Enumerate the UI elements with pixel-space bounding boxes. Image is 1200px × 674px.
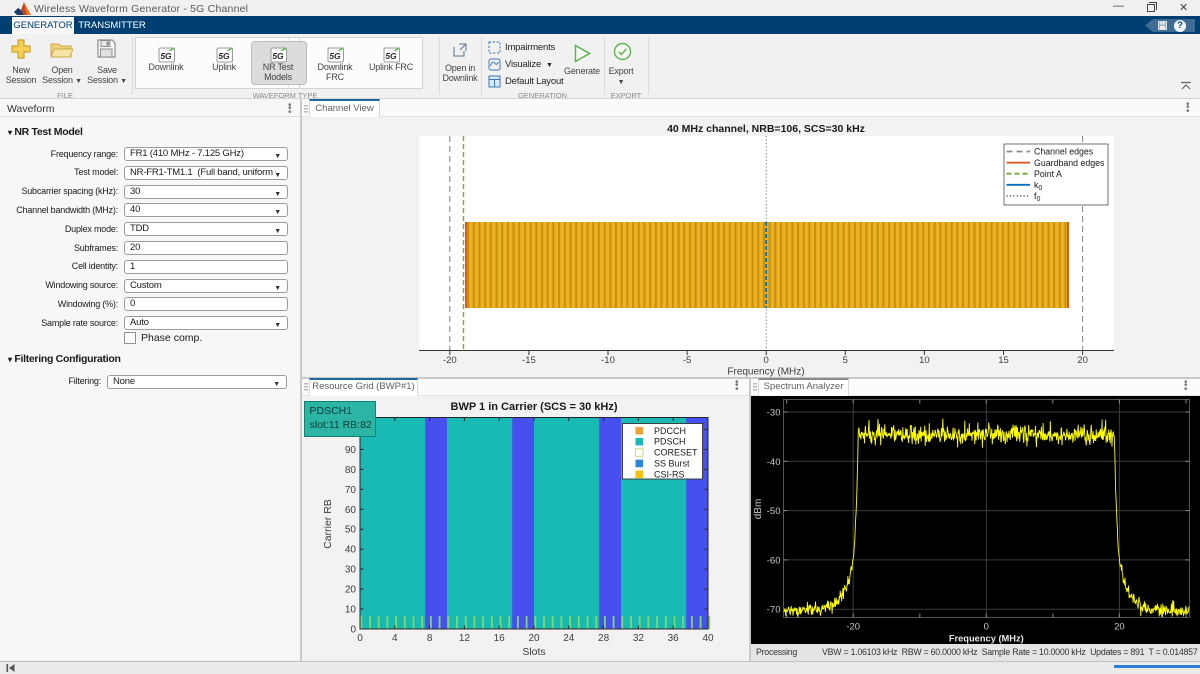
svg-text:20: 20 [528,633,540,644]
svg-text:SS Burst: SS Burst [654,458,690,468]
svg-text:-70: -70 [767,604,781,615]
svg-text:Guardband edges: Guardband edges [1034,158,1105,168]
svg-text:5G: 5G [160,51,172,61]
svg-text:k0: k0 [1034,180,1042,192]
svg-text:40: 40 [345,544,357,555]
svg-text:24: 24 [563,633,575,644]
svg-text:40 MHz channel, NRB=106, SCS=3: 40 MHz channel, NRB=106, SCS=30 kHz [667,123,865,135]
svg-text:BWP 1 in Carrier (SCS = 30 kHz: BWP 1 in Carrier (SCS = 30 kHz) [451,401,618,413]
svg-text:90: 90 [345,444,357,455]
svg-text:0: 0 [764,355,769,366]
svg-text:dBm: dBm [753,498,764,519]
svg-text:-20: -20 [846,621,860,632]
svg-text:-15: -15 [522,355,536,366]
svg-text:80: 80 [345,464,357,475]
svg-text:CSI-RS: CSI-RS [654,469,685,479]
svg-text:20: 20 [345,584,357,595]
svg-text:10: 10 [919,355,930,366]
svg-text:-60: -60 [767,555,781,566]
svg-text:-40: -40 [767,456,781,467]
svg-text:f0: f0 [1034,191,1040,203]
svg-text:PDCCH: PDCCH [654,425,686,435]
svg-text:50: 50 [345,524,357,535]
svg-text:-20: -20 [443,355,457,366]
svg-text:5G: 5G [218,51,230,61]
svg-text:5G: 5G [329,51,341,61]
svg-text:40: 40 [702,633,714,644]
svg-text:Carrier RB: Carrier RB [322,499,334,549]
svg-text:30: 30 [345,564,357,575]
svg-text:4: 4 [392,633,398,644]
svg-text:12: 12 [459,633,471,644]
svg-text:-5: -5 [683,355,691,366]
svg-text:8: 8 [427,633,433,644]
svg-text:16: 16 [494,633,506,644]
svg-text:0: 0 [350,624,356,635]
svg-text:36: 36 [668,633,680,644]
svg-text:28: 28 [598,633,610,644]
svg-text:5G: 5G [272,51,284,61]
svg-text:32: 32 [633,633,645,644]
svg-text:5G: 5G [385,51,397,61]
svg-text:20: 20 [1114,621,1125,632]
svg-text:20: 20 [1077,355,1088,366]
svg-text:0: 0 [984,621,989,632]
svg-text:-10: -10 [601,355,615,366]
svg-text:-30: -30 [767,407,781,418]
svg-text:Channel edges: Channel edges [1034,147,1094,157]
svg-text:PDSCH: PDSCH [654,436,686,446]
svg-text:5: 5 [843,355,848,366]
svg-text:Point A: Point A [1034,169,1062,179]
svg-text:Slots: Slots [522,646,545,658]
svg-text:Frequency (MHz): Frequency (MHz) [727,367,804,378]
svg-text:Frequency (MHz): Frequency (MHz) [949,633,1024,643]
svg-text:0: 0 [357,633,363,644]
svg-text:-50: -50 [767,506,781,517]
svg-text:CORESET: CORESET [654,447,698,457]
svg-text:10: 10 [345,604,357,615]
svg-text:15: 15 [998,355,1009,366]
svg-text:60: 60 [345,504,357,515]
svg-text:70: 70 [345,484,357,495]
